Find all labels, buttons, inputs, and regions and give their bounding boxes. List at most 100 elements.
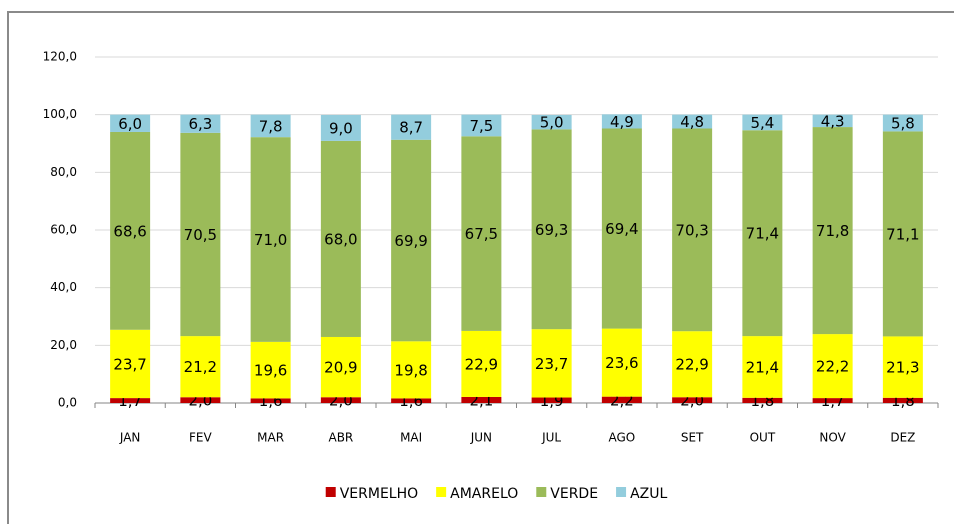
- bar-segment: [320, 114, 361, 141]
- bar-segment: [812, 334, 853, 399]
- bar-segment: [531, 129, 572, 330]
- y-tick-label: 60,0: [50, 223, 77, 237]
- data-label: 68,6: [113, 222, 146, 240]
- legend-label: AZUL: [630, 486, 667, 502]
- bar-segment: [461, 330, 502, 397]
- bar-segment: [110, 329, 151, 399]
- bar-segment: [461, 114, 502, 137]
- bar-segment: [391, 341, 432, 399]
- bar-segment: [250, 137, 291, 342]
- bar-segment: [742, 114, 783, 131]
- bar-segment: [672, 397, 713, 403]
- bar-segment: [882, 114, 923, 132]
- x-tick-label: JUL: [541, 431, 561, 445]
- x-tick-label: OUT: [750, 431, 776, 445]
- data-label: 6,3: [188, 115, 212, 133]
- bar-segment: [672, 114, 713, 129]
- data-label: 23,6: [605, 354, 638, 372]
- bar-segment: [461, 396, 502, 403]
- data-label: 7,8: [259, 117, 283, 135]
- x-tick-label: SET: [681, 431, 704, 445]
- bar-segment: [320, 140, 361, 337]
- bar-segment: [742, 336, 783, 398]
- bar-segment: [742, 130, 783, 337]
- bar-segment: [601, 328, 642, 397]
- bar-segment: [531, 329, 572, 398]
- x-tick-label: MAI: [400, 431, 422, 445]
- data-label: 19,8: [394, 361, 427, 379]
- bar-segment: [180, 132, 221, 337]
- data-label: 9,0: [329, 119, 353, 137]
- bar-segment: [110, 131, 151, 330]
- data-label: 70,3: [675, 221, 708, 239]
- x-tick-label: DEZ: [890, 431, 915, 445]
- bar-segment: [320, 397, 361, 403]
- bar-segment: [672, 331, 713, 398]
- x-tick-label: FEV: [189, 431, 212, 445]
- data-label: 6,0: [118, 115, 142, 133]
- y-tick-label: 120,0: [43, 50, 77, 64]
- data-label: 21,3: [886, 359, 919, 377]
- data-label: 68,0: [324, 230, 357, 248]
- bar-segment: [391, 398, 432, 403]
- bar-segment: [531, 114, 572, 130]
- legend-swatch: [536, 487, 547, 497]
- bar-segment: [110, 114, 151, 132]
- y-tick-label: 100,0: [43, 107, 77, 121]
- data-label: 4,9: [610, 113, 634, 131]
- data-label: 23,7: [535, 355, 568, 373]
- x-tick-label: JUN: [470, 431, 492, 445]
- data-label: 4,8: [680, 113, 704, 131]
- bar-segment: [461, 136, 502, 331]
- legend-swatch: [436, 487, 447, 497]
- bar-segment: [391, 114, 432, 140]
- legend-label: VERDE: [550, 486, 598, 502]
- data-label: 8,7: [399, 119, 423, 137]
- legend-swatch: [325, 487, 336, 497]
- data-label: 20,9: [324, 359, 357, 377]
- data-label: 69,3: [535, 221, 568, 239]
- data-label: 71,0: [254, 231, 287, 249]
- data-label: 19,6: [254, 362, 287, 380]
- x-tick-label: ABR: [328, 431, 353, 445]
- bar-segment: [601, 114, 642, 129]
- bar-segment: [250, 114, 291, 138]
- legend-label: VERMELHO: [340, 486, 418, 502]
- data-label: 23,7: [113, 355, 146, 373]
- data-label: 69,9: [394, 232, 427, 250]
- data-label: 22,9: [465, 355, 498, 373]
- data-label: 71,8: [816, 222, 849, 240]
- bar-segment: [531, 397, 572, 403]
- x-tick-label: MAR: [257, 431, 284, 445]
- bar-segment: [601, 396, 642, 403]
- bar-segment: [742, 397, 783, 403]
- bar-segment: [180, 397, 221, 403]
- legend-label: AMARELO: [450, 486, 518, 502]
- bar-segment: [180, 336, 221, 398]
- bar-segment: [250, 341, 291, 399]
- data-label: 69,4: [605, 220, 638, 238]
- data-label: 22,2: [816, 358, 849, 376]
- x-tick-label: NOV: [819, 431, 846, 445]
- y-tick-label: 80,0: [50, 165, 77, 179]
- x-tick-label: AGO: [609, 431, 636, 445]
- data-label: 71,4: [746, 225, 779, 243]
- bar-segment: [180, 114, 221, 133]
- y-tick-label: 20,0: [50, 338, 77, 352]
- data-label: 4,3: [821, 112, 845, 130]
- bar-segment: [601, 128, 642, 329]
- bar-segment: [812, 114, 853, 128]
- bar-segment: [882, 397, 923, 403]
- bar-segment: [672, 128, 713, 332]
- bar-segment: [812, 398, 853, 403]
- x-tick-label: JAN: [119, 431, 141, 445]
- data-label: 5,8: [891, 115, 915, 133]
- data-label: 21,2: [184, 358, 217, 376]
- legend-swatch: [616, 487, 627, 497]
- data-label: 21,4: [746, 358, 779, 376]
- data-label: 22,9: [675, 356, 708, 374]
- bar-segment: [250, 398, 291, 403]
- data-label: 5,4: [750, 114, 774, 132]
- bar-segment: [882, 336, 923, 398]
